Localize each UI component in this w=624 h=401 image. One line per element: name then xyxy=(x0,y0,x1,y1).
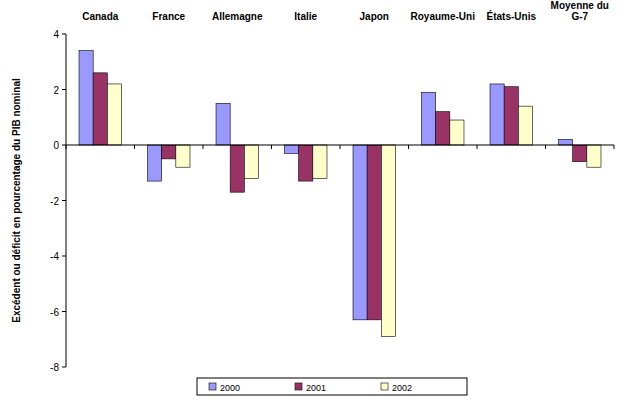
y-tick xyxy=(62,256,66,257)
y-tick-label: 4 xyxy=(53,29,59,40)
category-label: États-Unis xyxy=(487,10,537,22)
y-tick xyxy=(62,89,66,90)
legend-box xyxy=(197,378,467,395)
x-tick xyxy=(614,145,615,149)
bar xyxy=(79,51,93,145)
bar xyxy=(148,145,162,181)
legend-label: 2000 xyxy=(220,383,240,393)
bar xyxy=(587,145,601,167)
y-tick-label: -6 xyxy=(50,307,59,318)
bar xyxy=(573,145,587,162)
y-tick xyxy=(62,311,66,312)
bar xyxy=(367,145,381,320)
bar xyxy=(381,145,395,336)
bar xyxy=(353,145,367,320)
category-label: Japon xyxy=(360,11,389,22)
y-tick xyxy=(62,200,66,201)
chart-svg: -8 -6 -4 -2 0 2 4 Excédent ou déficit en pource… xyxy=(0,0,624,401)
legend-swatch xyxy=(295,383,302,390)
bars xyxy=(79,51,601,337)
y-tick xyxy=(62,145,66,146)
x-tick xyxy=(545,145,546,149)
bar xyxy=(107,84,121,145)
bar xyxy=(518,106,532,145)
x-tick xyxy=(203,145,204,149)
chart-container: -8 -6 -4 -2 0 2 4 Excédent ou déficit en pource… xyxy=(0,0,624,401)
category-label: Canada xyxy=(82,11,119,22)
x-tick xyxy=(477,145,478,149)
bar xyxy=(436,112,450,145)
y-tick xyxy=(62,34,66,35)
y-tick-label: -4 xyxy=(50,251,59,262)
bar xyxy=(244,145,258,178)
bar xyxy=(504,87,518,145)
legend-label: 2001 xyxy=(306,383,326,393)
category-label: Allemagne xyxy=(212,11,263,22)
x-tick xyxy=(408,145,409,149)
bar xyxy=(176,145,190,167)
bar xyxy=(216,103,230,145)
x-tick xyxy=(134,145,135,149)
category-label: Moyenne duG-7 xyxy=(551,0,609,22)
bar xyxy=(422,92,436,145)
x-tick xyxy=(340,145,341,149)
category-label: Royaume-Uni xyxy=(411,11,476,22)
bar xyxy=(299,145,313,181)
y-tick-label: -8 xyxy=(50,362,59,373)
bar xyxy=(162,145,176,159)
legend-swatch xyxy=(209,383,216,390)
category-label: Italie xyxy=(294,11,317,22)
bar xyxy=(450,120,464,145)
y-axis-title: Excédent ou déficit en pourcentage du PI… xyxy=(11,78,22,323)
bar xyxy=(490,84,504,145)
legend-swatch xyxy=(381,383,388,390)
bar xyxy=(313,145,327,178)
x-tick xyxy=(271,145,272,149)
y-tick-label: 0 xyxy=(53,140,59,151)
x-tick xyxy=(66,145,67,149)
legend-label: 2002 xyxy=(392,383,412,393)
bar xyxy=(285,145,299,153)
category-label: France xyxy=(152,11,185,22)
y-tick xyxy=(62,367,66,368)
y-tick-label: -2 xyxy=(50,196,59,207)
y-tick-label: 2 xyxy=(53,85,59,96)
bar xyxy=(93,73,107,145)
bar xyxy=(230,145,244,192)
bar xyxy=(559,139,573,145)
